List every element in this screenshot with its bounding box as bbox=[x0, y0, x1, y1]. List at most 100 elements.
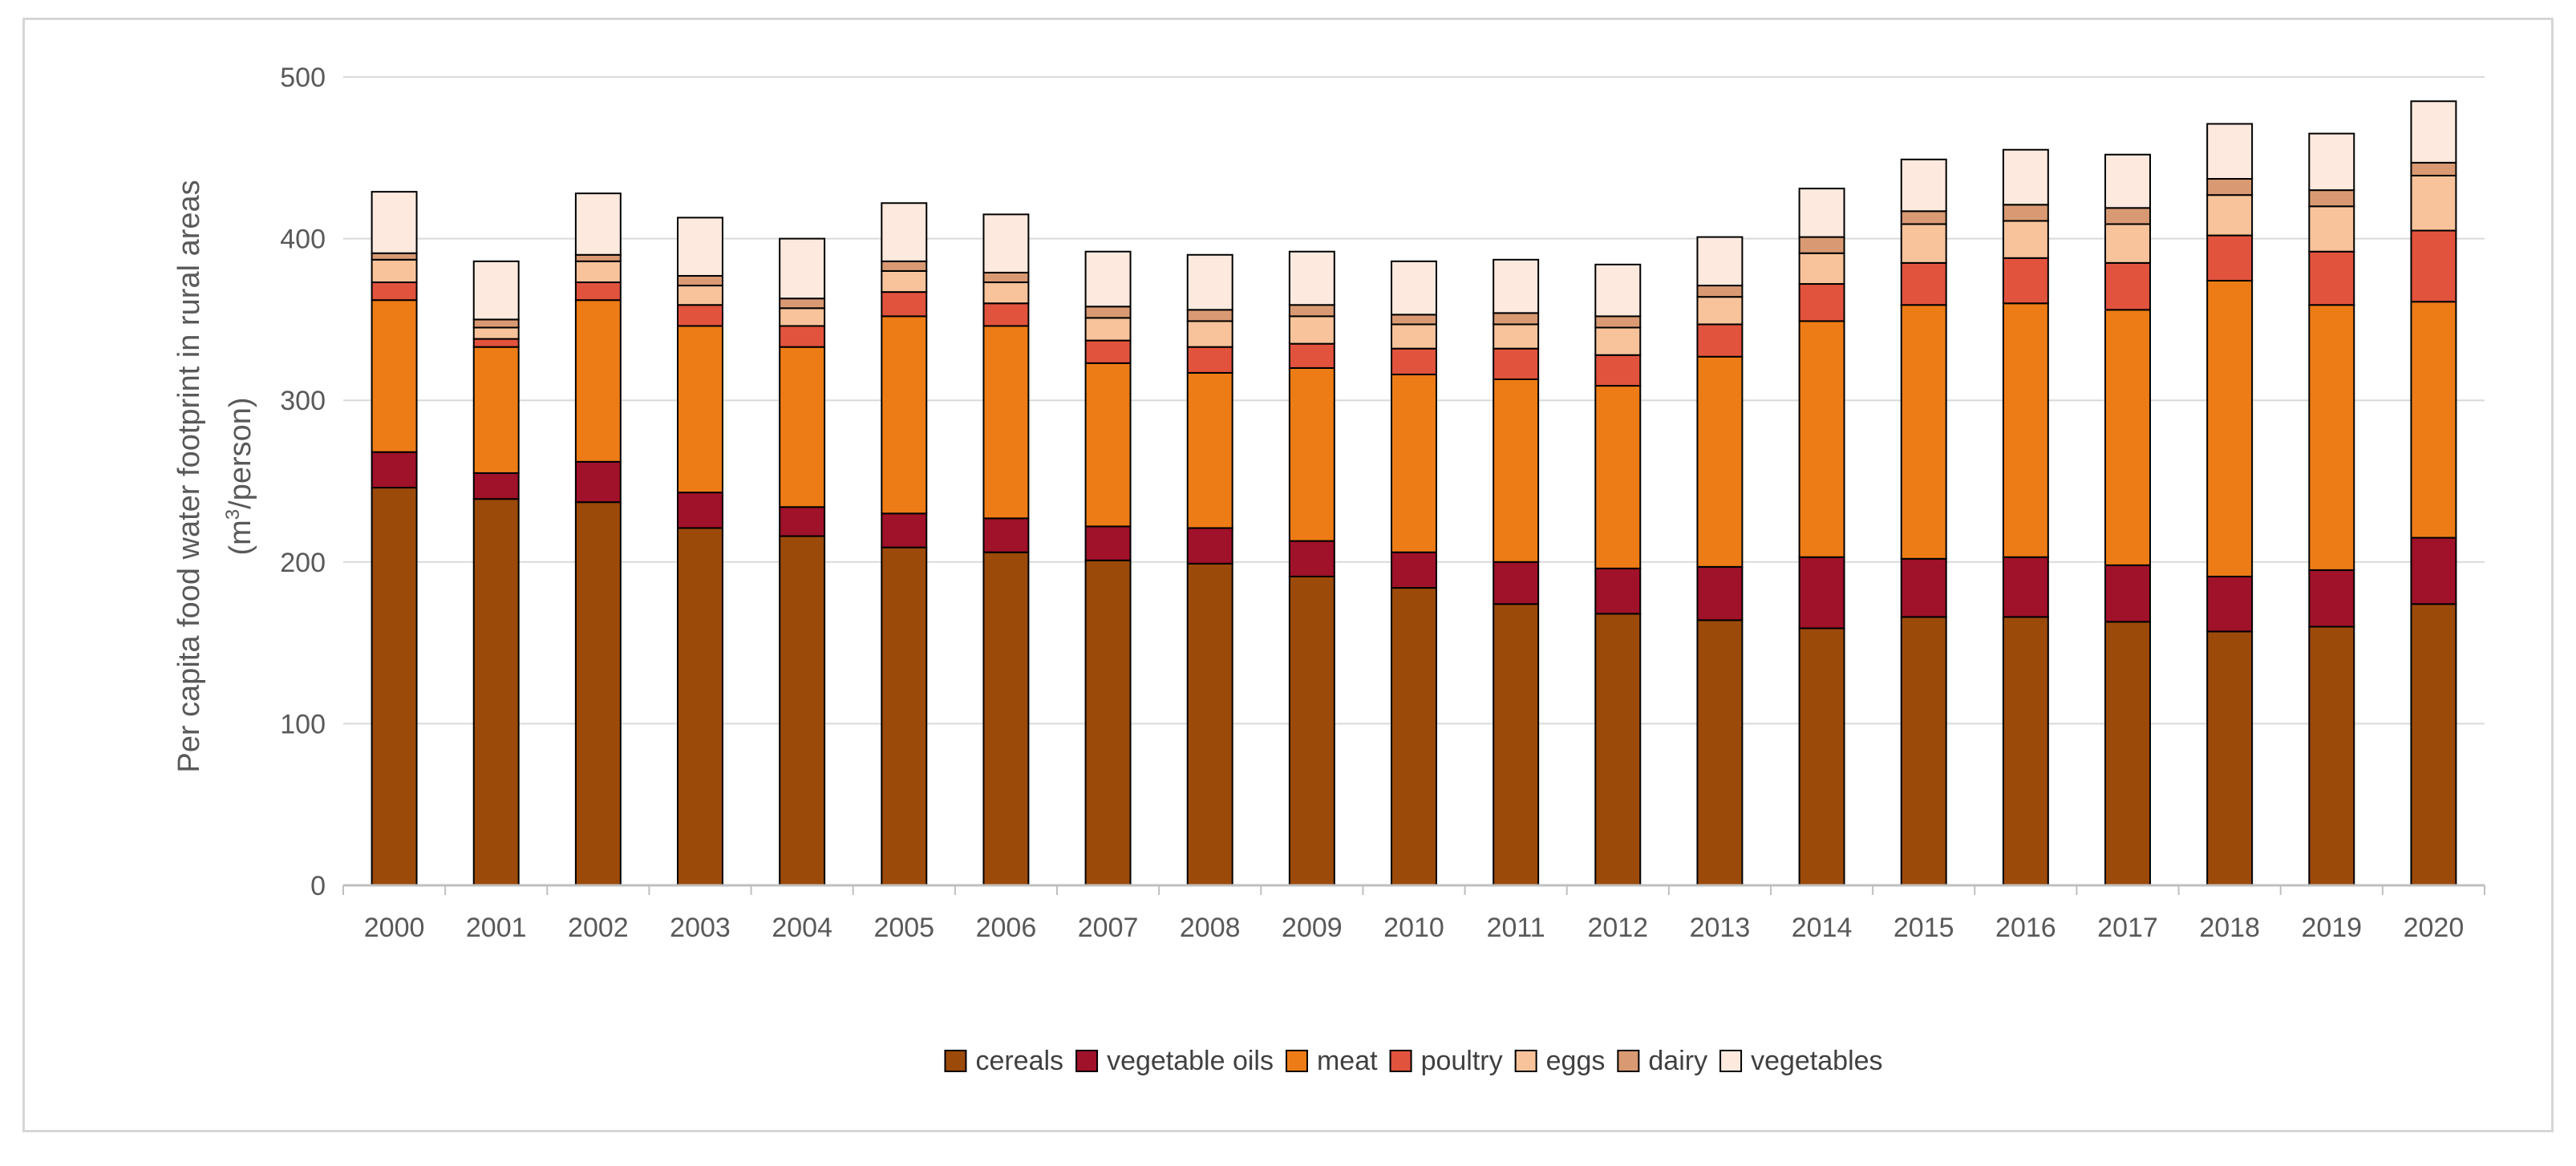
bar-vegetable-oils-2014 bbox=[1798, 556, 1845, 630]
legend-swatch-eggs bbox=[1514, 1050, 1537, 1072]
bar-eggs-2002 bbox=[574, 260, 622, 284]
bar-vegetables-2014 bbox=[1798, 188, 1845, 238]
bar-vegetable-oils-2018 bbox=[2206, 575, 2254, 633]
bar-dairy-2019 bbox=[2308, 189, 2355, 208]
x-tick-label-2000: 2000 bbox=[364, 913, 425, 943]
bar-poultry-2007 bbox=[1084, 339, 1132, 364]
bar-dairy-2005 bbox=[881, 260, 928, 272]
bar-meat-2020 bbox=[2410, 301, 2457, 539]
bar-vegetables-2018 bbox=[2206, 123, 2254, 180]
y-tick-label-400: 400 bbox=[280, 225, 326, 255]
legend-swatch-meat bbox=[1285, 1050, 1308, 1072]
bar-poultry-2016 bbox=[2002, 257, 2049, 305]
bar-vegetables-2006 bbox=[982, 213, 1030, 273]
bar-vegetables-2007 bbox=[1084, 250, 1132, 308]
legend-swatch-poultry bbox=[1389, 1050, 1412, 1072]
x-tick-label-2003: 2003 bbox=[670, 913, 731, 943]
bar-dairy-2009 bbox=[1288, 304, 1335, 318]
bar-poultry-2020 bbox=[2410, 229, 2457, 303]
y-axis-title-unit-suffix: /person) bbox=[224, 397, 257, 508]
bar-eggs-2020 bbox=[2410, 174, 2457, 232]
bar-eggs-2007 bbox=[1084, 317, 1132, 342]
y-tick-label-0: 0 bbox=[310, 871, 326, 901]
bar-cereals-2012 bbox=[1594, 613, 1642, 886]
bar-eggs-2014 bbox=[1798, 252, 1845, 285]
bar-eggs-2003 bbox=[677, 285, 723, 306]
bar-vegetables-2019 bbox=[2308, 132, 2355, 192]
bar-meat-2010 bbox=[1391, 373, 1437, 553]
bar-eggs-2006 bbox=[982, 281, 1030, 305]
bar-meat-2006 bbox=[982, 325, 1030, 520]
bar-meat-2004 bbox=[779, 346, 826, 508]
bar-eggs-2008 bbox=[1186, 320, 1233, 348]
bar-dairy-2016 bbox=[2002, 204, 2049, 222]
y-tick-label-100: 100 bbox=[280, 709, 326, 739]
x-tick-label-2004: 2004 bbox=[772, 913, 832, 943]
bar-cereals-2006 bbox=[982, 551, 1030, 886]
bar-vegetables-2010 bbox=[1391, 260, 1437, 316]
bar-cereals-2013 bbox=[1696, 619, 1744, 886]
x-tick-label-2019: 2019 bbox=[2301, 913, 2362, 943]
bar-meat-2017 bbox=[2104, 309, 2151, 566]
bar-vegetable-oils-2005 bbox=[881, 512, 928, 549]
bar-vegetable-oils-2006 bbox=[982, 517, 1030, 553]
bar-cereals-2016 bbox=[2002, 616, 2049, 886]
x-tick-label-2002: 2002 bbox=[568, 913, 629, 943]
bar-vegetable-oils-2004 bbox=[779, 506, 826, 537]
bar-cereals-2014 bbox=[1798, 627, 1845, 886]
legend-label-vegetables: vegetables bbox=[1751, 1046, 1882, 1076]
bar-vegetables-2013 bbox=[1696, 236, 1744, 287]
bar-vegetable-oils-2017 bbox=[2104, 564, 2151, 623]
bar-dairy-2008 bbox=[1186, 309, 1233, 322]
bar-cereals-2011 bbox=[1493, 603, 1540, 886]
bar-dairy-2000 bbox=[371, 252, 418, 261]
bar-poultry-2009 bbox=[1288, 342, 1335, 369]
bar-poultry-2006 bbox=[982, 302, 1030, 327]
bar-eggs-2019 bbox=[2308, 205, 2355, 253]
bar-cereals-2005 bbox=[881, 546, 928, 886]
legend-label-cereals: cereals bbox=[975, 1046, 1063, 1076]
bar-cereals-2010 bbox=[1391, 587, 1437, 887]
bar-meat-2007 bbox=[1084, 362, 1132, 528]
bar-poultry-2005 bbox=[881, 291, 928, 318]
bar-poultry-2001 bbox=[472, 338, 520, 348]
bar-eggs-2012 bbox=[1594, 326, 1642, 356]
bar-vegetable-oils-2015 bbox=[1900, 557, 1947, 618]
x-tick-label-2015: 2015 bbox=[1894, 913, 1954, 943]
bar-vegetables-2009 bbox=[1288, 250, 1335, 306]
bar-vegetables-2015 bbox=[1900, 158, 1947, 213]
bar-vegetables-2003 bbox=[677, 217, 723, 277]
x-tick-label-2010: 2010 bbox=[1383, 913, 1444, 943]
x-tick-label-2001: 2001 bbox=[466, 913, 527, 943]
bar-eggs-2004 bbox=[779, 307, 826, 327]
bar-eggs-2018 bbox=[2206, 194, 2254, 237]
bar-meat-2018 bbox=[2206, 280, 2254, 577]
bar-dairy-2015 bbox=[1900, 210, 1947, 225]
bar-cereals-2015 bbox=[1900, 616, 1947, 886]
bar-meat-2002 bbox=[574, 299, 622, 463]
bar-cereals-2017 bbox=[2104, 621, 2151, 887]
bar-meat-2000 bbox=[371, 299, 418, 453]
legend-swatch-vegetable-oils bbox=[1075, 1050, 1099, 1072]
bar-dairy-2006 bbox=[982, 271, 1030, 284]
bar-dairy-2018 bbox=[2206, 178, 2254, 196]
bar-poultry-2013 bbox=[1696, 323, 1744, 358]
bar-vegetables-2012 bbox=[1594, 263, 1642, 318]
bar-cereals-2018 bbox=[2206, 630, 2254, 886]
bar-vegetable-oils-2012 bbox=[1594, 567, 1642, 615]
bar-meat-2012 bbox=[1594, 385, 1642, 569]
legend: cereals vegetable oils meat poultry eggs dair… bbox=[944, 1046, 1883, 1076]
bar-dairy-2007 bbox=[1084, 306, 1132, 319]
bar-dairy-2002 bbox=[574, 253, 622, 262]
y-axis-title-line1: Per capita food water footprint in rural… bbox=[172, 180, 206, 772]
x-tick-label-2007: 2007 bbox=[1078, 913, 1139, 943]
legend-label-meat: meat bbox=[1317, 1046, 1378, 1076]
bar-vegetable-oils-2016 bbox=[2002, 556, 2049, 618]
bar-meat-2015 bbox=[1900, 304, 1947, 560]
bar-vegetables-2017 bbox=[2104, 153, 2151, 209]
bar-vegetables-2020 bbox=[2410, 100, 2457, 164]
bar-vegetables-2000 bbox=[371, 191, 418, 254]
bar-eggs-2015 bbox=[1900, 223, 1947, 264]
y-axis-title-line2: (m3/person) bbox=[222, 397, 257, 555]
